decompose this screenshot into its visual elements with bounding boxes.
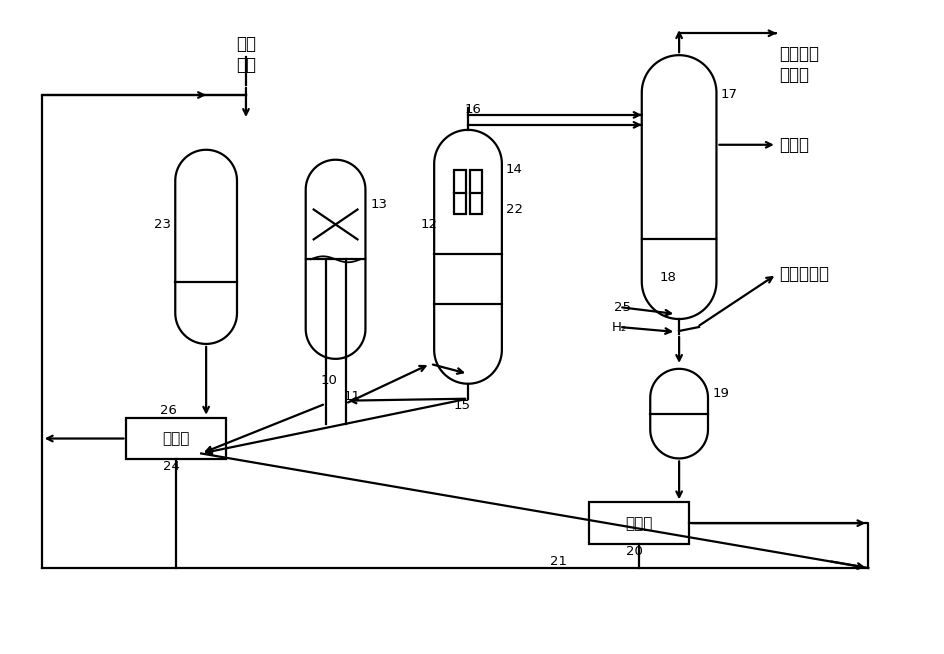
Bar [126, 418, 226, 460]
Text: 新进
原料: 新进 原料 [236, 35, 256, 74]
Polygon shape [306, 160, 365, 359]
Text: H₂: H₂ [612, 320, 627, 334]
Text: 14: 14 [506, 163, 523, 176]
Text: 24: 24 [163, 460, 179, 473]
Text: 石脑油和
轻馏份: 石脑油和 轻馏份 [779, 45, 818, 84]
Text: 23: 23 [155, 218, 172, 231]
Text: 15: 15 [453, 399, 470, 412]
Text: 21: 21 [549, 555, 566, 568]
Text: 11: 11 [344, 390, 361, 404]
Text: 17: 17 [721, 88, 738, 101]
Text: 10: 10 [321, 374, 338, 387]
Polygon shape [434, 130, 502, 384]
Text: 19: 19 [713, 387, 730, 400]
Bar [454, 169, 466, 215]
Text: 16: 16 [464, 103, 481, 116]
Text: 26: 26 [160, 404, 177, 417]
Text: 18: 18 [659, 271, 676, 284]
Text: 分离器: 分离器 [626, 515, 653, 530]
Text: 22: 22 [506, 203, 523, 216]
Polygon shape [642, 55, 716, 319]
Text: 馏出物: 馏出物 [779, 136, 809, 154]
Bar [470, 169, 482, 215]
Polygon shape [650, 369, 708, 458]
Text: 12: 12 [420, 218, 437, 231]
Polygon shape [176, 150, 237, 344]
Text: 25: 25 [615, 301, 632, 313]
Bar [589, 502, 689, 544]
Text: 分离器: 分离器 [162, 431, 190, 446]
Text: 13: 13 [370, 198, 387, 211]
Text: 塔底清洗物: 塔底清洗物 [779, 266, 829, 283]
Text: 20: 20 [626, 545, 643, 558]
